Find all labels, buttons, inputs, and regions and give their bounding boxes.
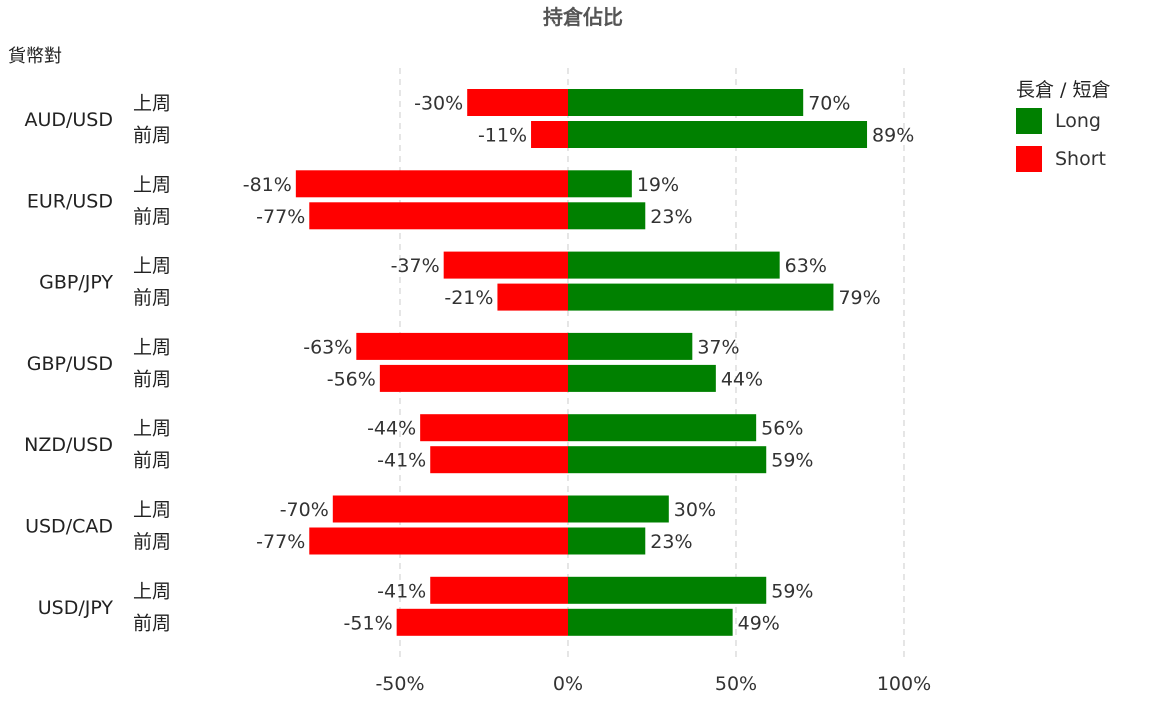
legend-title: 長倉 / 短倉 bbox=[1016, 79, 1110, 101]
bar-long bbox=[568, 576, 767, 604]
data-label-long: 59% bbox=[771, 450, 813, 472]
data-label-short: -30% bbox=[414, 93, 463, 115]
period-label: 上周 bbox=[133, 418, 171, 440]
bar-short bbox=[430, 446, 568, 474]
period-label: 前周 bbox=[133, 612, 171, 634]
bar-long bbox=[568, 364, 716, 392]
data-label-short: -77% bbox=[256, 206, 305, 228]
data-label-long: 37% bbox=[697, 336, 739, 358]
category-labels: AUD/USD上周前周EUR/USD上周前周GBP/JPY上周前周GBP/USD… bbox=[24, 93, 171, 635]
bar-long bbox=[568, 495, 669, 523]
period-label: 前周 bbox=[133, 206, 171, 228]
bar-long bbox=[568, 446, 767, 474]
pair-label: EUR/USD bbox=[27, 190, 113, 212]
pair-label: NZD/USD bbox=[24, 434, 113, 456]
data-label-short: -11% bbox=[478, 125, 527, 147]
bar-short bbox=[467, 89, 568, 116]
data-label-long: 56% bbox=[761, 418, 803, 440]
short-legend-swatch bbox=[1016, 146, 1042, 172]
data-label-long: 23% bbox=[650, 206, 692, 228]
period-label: 前周 bbox=[133, 450, 171, 472]
bar-long bbox=[568, 332, 693, 360]
bar-long bbox=[568, 202, 646, 230]
data-label-long: 79% bbox=[838, 287, 880, 309]
pair-label: GBP/JPY bbox=[39, 272, 113, 294]
data-label-short: -51% bbox=[344, 612, 393, 634]
data-label-short: -81% bbox=[243, 174, 292, 196]
bar-short bbox=[332, 495, 568, 523]
bar-long bbox=[568, 608, 733, 636]
bar-long bbox=[568, 170, 632, 198]
legend: 長倉 / 短倉 Long Short bbox=[1016, 79, 1110, 172]
period-label: 前周 bbox=[133, 125, 171, 147]
data-label-short: -70% bbox=[280, 499, 329, 521]
bar-short bbox=[420, 414, 568, 442]
legend-item-short: Short bbox=[1055, 148, 1106, 170]
bars bbox=[295, 89, 868, 636]
bar-short bbox=[309, 527, 568, 555]
x-tick-label: -50% bbox=[375, 673, 424, 695]
bar-short bbox=[295, 170, 568, 198]
bar-short bbox=[443, 251, 568, 279]
pair-label: USD/JPY bbox=[38, 597, 114, 619]
chart-title: 持倉佔比 bbox=[543, 5, 623, 29]
period-label: 上周 bbox=[133, 93, 171, 115]
data-label-long: 44% bbox=[721, 368, 763, 390]
data-label-long: 89% bbox=[872, 125, 914, 147]
data-label-long: 70% bbox=[808, 93, 850, 115]
data-label-short: -44% bbox=[367, 418, 416, 440]
x-tick-label: 0% bbox=[553, 673, 583, 695]
data-label-short: -41% bbox=[377, 450, 426, 472]
bar-short bbox=[309, 202, 568, 230]
data-label-short: -41% bbox=[377, 580, 426, 602]
data-label-short: -63% bbox=[303, 336, 352, 358]
period-label: 上周 bbox=[133, 580, 171, 602]
bar-short bbox=[430, 576, 568, 604]
period-label: 前周 bbox=[133, 287, 171, 309]
data-label-long: 63% bbox=[785, 255, 827, 277]
bar-long bbox=[568, 89, 804, 116]
x-tick-label: 50% bbox=[715, 673, 757, 695]
bar-short bbox=[531, 121, 568, 148]
data-label-long: 49% bbox=[738, 612, 780, 634]
data-label-short: -21% bbox=[444, 287, 493, 309]
gridlines bbox=[399, 68, 905, 660]
data-label-long: 19% bbox=[637, 174, 679, 196]
bar-long bbox=[568, 121, 868, 148]
bar-long bbox=[568, 527, 646, 555]
x-axis-ticks: -50% 0% 50% 100% bbox=[375, 673, 931, 695]
period-label: 前周 bbox=[133, 368, 171, 390]
period-label: 上周 bbox=[133, 499, 171, 521]
period-label: 前周 bbox=[133, 531, 171, 553]
data-label-long: 59% bbox=[771, 580, 813, 602]
period-label: 上周 bbox=[133, 336, 171, 358]
period-label: 上周 bbox=[133, 255, 171, 277]
long-legend-swatch bbox=[1016, 108, 1042, 134]
bar-short bbox=[396, 608, 568, 636]
bar-long bbox=[568, 283, 834, 311]
bar-long bbox=[568, 414, 757, 442]
data-label-short: -37% bbox=[391, 255, 440, 277]
pair-label: USD/CAD bbox=[25, 516, 113, 538]
data-label-short: -56% bbox=[327, 368, 376, 390]
bar-short bbox=[379, 364, 568, 392]
legend-item-long: Long bbox=[1055, 110, 1101, 132]
y-axis-label: 貨幣對 bbox=[8, 46, 62, 67]
pair-label: GBP/USD bbox=[27, 353, 113, 375]
data-labels: -30% 70% -11% 89% -81% 19% -77% 23% -37% 63% -21% 7… bbox=[243, 93, 915, 635]
bar-short bbox=[356, 332, 568, 360]
data-label-long: 30% bbox=[674, 499, 716, 521]
data-label-short: -77% bbox=[256, 531, 305, 553]
x-tick-label: 100% bbox=[877, 673, 931, 695]
data-label-long: 23% bbox=[650, 531, 692, 553]
pair-label: AUD/USD bbox=[24, 109, 113, 131]
bar-short bbox=[497, 283, 568, 311]
period-label: 上周 bbox=[133, 174, 171, 196]
bar-long bbox=[568, 251, 780, 279]
